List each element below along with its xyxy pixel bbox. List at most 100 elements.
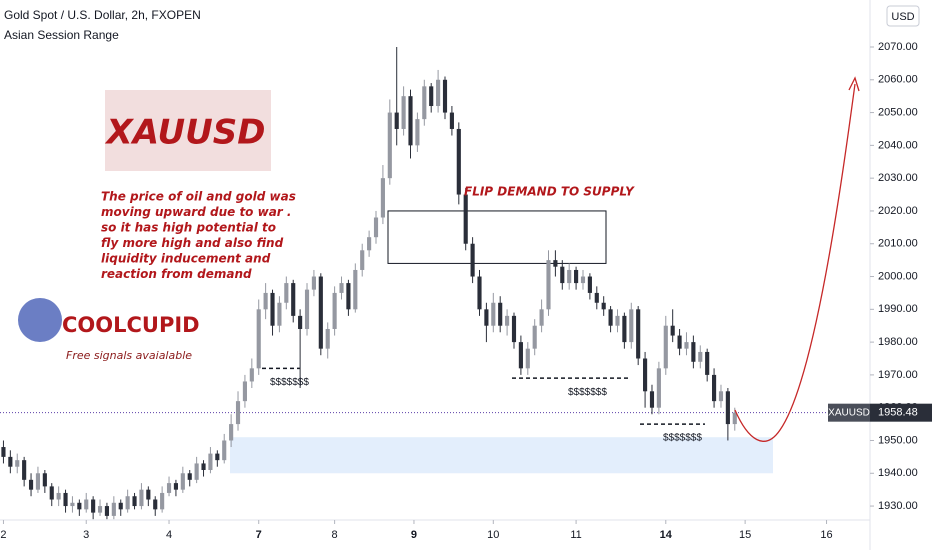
candle-body <box>567 269 572 284</box>
candle-body <box>684 342 689 349</box>
note-line: liquidity inducement and <box>101 252 271 266</box>
candle-body <box>387 112 392 179</box>
candle-body <box>318 276 323 349</box>
candle-body <box>705 351 710 375</box>
x-tick-label: 4 <box>166 529 172 541</box>
candle-body <box>63 492 68 507</box>
x-tick-label: 2 <box>0 529 6 541</box>
candle-body <box>415 119 420 146</box>
candle-body <box>353 269 358 310</box>
symbol-box <box>105 90 271 171</box>
candle-body <box>422 86 427 120</box>
candle-body <box>587 276 592 293</box>
candle-body <box>28 479 34 490</box>
note-line: so it has high potential to <box>101 221 276 235</box>
candle-body <box>511 315 517 343</box>
y-tick-label: 1970.00 <box>878 369 918 381</box>
candle-body <box>670 325 675 336</box>
y-tick-label: 2020.00 <box>878 205 918 217</box>
candle-body <box>187 473 192 480</box>
candle-body <box>104 506 110 516</box>
candle-body <box>436 79 441 107</box>
candle-body <box>49 486 54 500</box>
symbol-label: XAUUSD <box>105 113 266 153</box>
candle-body <box>235 401 241 425</box>
candle-body <box>132 496 137 507</box>
candle-body <box>111 502 116 516</box>
candle-body <box>484 309 489 326</box>
candle-body <box>360 250 365 270</box>
candle-body <box>725 391 730 425</box>
candle-body <box>449 112 454 129</box>
candle-body <box>215 453 220 461</box>
y-tick-label: 2000.00 <box>878 270 918 282</box>
supply-zone <box>387 210 607 264</box>
zones: $$$$$$$ $$$$$$$ $$$$$$$ <box>0 210 870 474</box>
candle-body <box>242 381 247 402</box>
candle-body <box>622 315 627 343</box>
last-price-name: XAUUSD <box>828 407 870 418</box>
candle-body <box>1 447 6 457</box>
candle-body <box>180 473 185 490</box>
candle-body <box>580 276 586 284</box>
y-tick-label: 1940.00 <box>878 467 918 479</box>
y-tick-label: 1980.00 <box>878 336 918 348</box>
candle-body <box>153 499 158 510</box>
candle-body <box>201 463 206 470</box>
candle-body <box>256 309 261 369</box>
candle-body <box>284 283 289 303</box>
candle-body <box>77 502 82 510</box>
candle-body <box>346 283 351 310</box>
note-line: The price of oil and gold was <box>101 190 296 204</box>
candle-body <box>270 292 275 326</box>
candle-body <box>401 96 406 129</box>
candle-body <box>380 178 385 218</box>
candle-body <box>298 315 303 329</box>
y-tick-label: 2050.00 <box>878 106 918 118</box>
brand: COOLCUPID <box>62 313 200 337</box>
candle-body <box>539 309 544 326</box>
candle-body <box>677 335 682 349</box>
candle-body <box>22 460 27 480</box>
projection-arrow <box>734 83 856 442</box>
zone-label: FLIP DEMAND TO SUPPLY <box>464 185 635 199</box>
candle-body <box>429 86 434 107</box>
candle-body <box>629 309 634 343</box>
candle-body <box>139 489 144 507</box>
candle-body <box>518 342 523 369</box>
candle-body <box>712 374 717 402</box>
candle-body <box>656 368 661 408</box>
candle-body <box>718 391 724 402</box>
candle-body <box>505 315 510 326</box>
candle-body <box>8 456 13 467</box>
x-tick-label: 16 <box>820 529 832 541</box>
y-tick-label: 2010.00 <box>878 238 918 250</box>
x-tick-label: 15 <box>739 529 751 541</box>
candle-body <box>160 492 165 510</box>
y-tick-label: 2040.00 <box>878 139 918 151</box>
candle-body <box>166 483 172 493</box>
x-tick-label: 9 <box>411 529 417 541</box>
note-line: moving upward due to war . <box>101 205 291 219</box>
note-line: fly more high and also find <box>101 236 284 250</box>
candle-body <box>304 289 310 329</box>
candle-body <box>498 302 503 326</box>
x-tick-label: 3 <box>83 529 89 541</box>
candle-body <box>574 269 579 284</box>
candle-body <box>229 424 234 441</box>
currency-badge[interactable] <box>886 5 920 27</box>
candle-body <box>649 391 655 408</box>
candle-body <box>532 325 537 349</box>
candle-body <box>553 260 558 267</box>
brand-note: Free signals avaialable <box>66 349 192 362</box>
y-tick-label: 1930.00 <box>878 500 918 512</box>
candle-body <box>663 325 668 369</box>
candle-body <box>339 283 344 293</box>
candle-body <box>91 499 96 513</box>
candle-body <box>525 348 530 369</box>
candle-body <box>194 463 199 480</box>
candle-body <box>698 351 703 362</box>
candle-body <box>15 460 20 467</box>
liquidity-label: $$$$$$$ <box>568 387 607 398</box>
